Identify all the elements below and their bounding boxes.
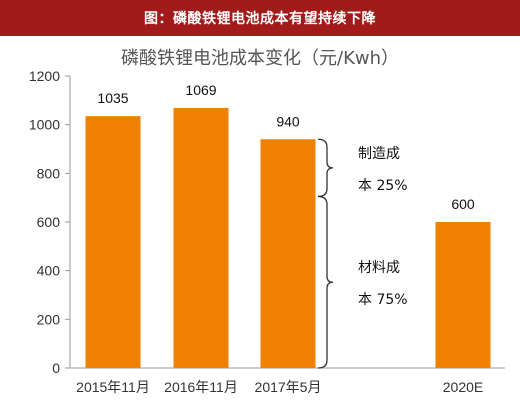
bar <box>260 139 316 368</box>
bar <box>435 222 491 368</box>
header-title: 图：磷酸铁锂电池成本有望持续下降 <box>144 11 376 27</box>
brace <box>317 195 334 369</box>
data-label: 1069 <box>185 82 216 98</box>
x-tick-label: 2015年11月 <box>76 379 150 395</box>
data-label: 940 <box>276 113 300 129</box>
x-tick-label: 2020E <box>443 379 483 395</box>
y-tick-label: 400 <box>37 263 61 279</box>
annotation-line1: 制造成 <box>358 146 400 162</box>
x-tick-label: 2017年5月 <box>255 379 322 395</box>
brace <box>317 138 334 198</box>
data-label: 600 <box>451 196 475 212</box>
y-tick-label: 1200 <box>29 68 60 84</box>
annotation-line1: 材料成 <box>358 260 400 276</box>
y-tick-label: 600 <box>37 214 61 230</box>
bar <box>173 107 229 369</box>
x-tick-label: 2016年11月 <box>164 379 238 395</box>
y-tick-label: 0 <box>52 360 60 376</box>
annotation-line2: 本 25% <box>358 178 408 194</box>
header-banner: 图：磷酸铁锂电池成本有望持续下降 <box>0 0 520 36</box>
data-label: 1035 <box>97 90 128 106</box>
y-tick-label: 200 <box>37 311 61 327</box>
y-tick-label: 1000 <box>29 117 60 133</box>
annotation-line2: 本 75% <box>358 292 408 308</box>
chart-title: 磷酸铁锂电池成本变化（元/Kwh） <box>121 48 399 69</box>
bar <box>85 116 141 369</box>
y-tick-label: 800 <box>37 165 61 181</box>
